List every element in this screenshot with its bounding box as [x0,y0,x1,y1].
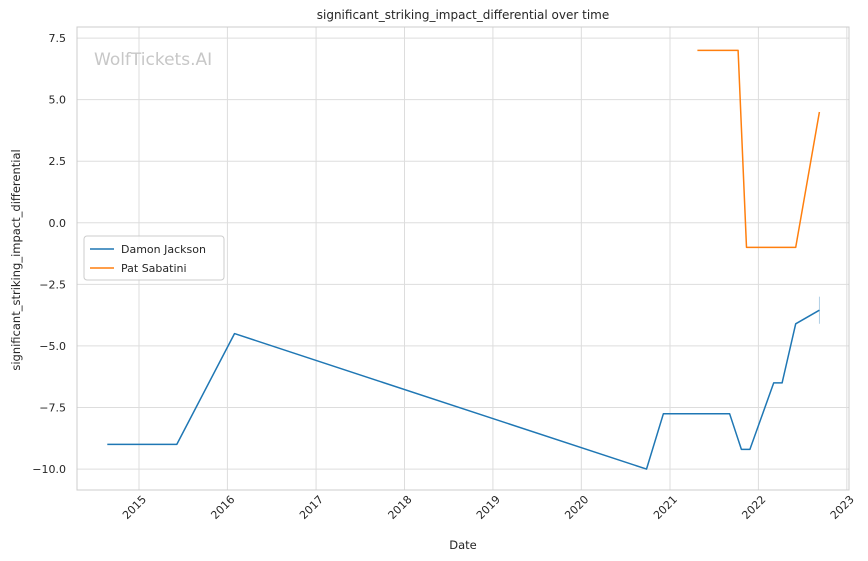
x-tick-label: 2018 [386,493,415,522]
y-tick-label: −7.5 [39,401,66,414]
y-tick-label: 7.5 [49,32,67,45]
plot-frame [76,26,850,491]
x-tick-label: 2016 [208,493,237,522]
x-tick-label: 2017 [297,493,326,522]
y-tick-labels: −10.0 −7.5 −5.0 −2.5 0.0 2.5 5.0 7.5 [32,32,66,476]
x-tick-label: 2022 [739,493,768,522]
y-tick-label: −10.0 [32,463,66,476]
y-tick-label: 5.0 [49,94,67,107]
y-tick-label: −5.0 [39,340,66,353]
legend-label-pat-sabatini: Pat Sabatini [121,262,187,275]
y-tick-label: 2.5 [49,155,67,168]
y-tick-label: 0.0 [49,217,67,230]
x-tick-label: 2015 [120,493,149,522]
y-axis-label: significant_striking_impact_differential [9,149,23,370]
x-tick-label: 2021 [651,493,680,522]
x-tick-label: 2023 [828,493,857,522]
y-tick-label: −2.5 [39,278,66,291]
legend: Damon Jackson Pat Sabatini [83,235,225,281]
x-tick-labels: 2015 2016 2017 2018 2019 2020 2021 2022 2023 [120,493,857,522]
series-line-pat-sabatini [697,49,821,249]
legend-label-damon-jackson: Damon Jackson [121,243,206,256]
series-lines [107,49,821,470]
x-tick-label: 2020 [562,493,591,522]
grid [77,27,849,490]
chart-title: significant_striking_impact_differential… [317,8,609,22]
x-tick-label: 2019 [474,493,503,522]
x-axis-label: Date [449,538,477,552]
series-line-damon-jackson [107,309,820,470]
legend-box [83,235,225,281]
watermark: WolfTickets.AI [94,50,212,70]
